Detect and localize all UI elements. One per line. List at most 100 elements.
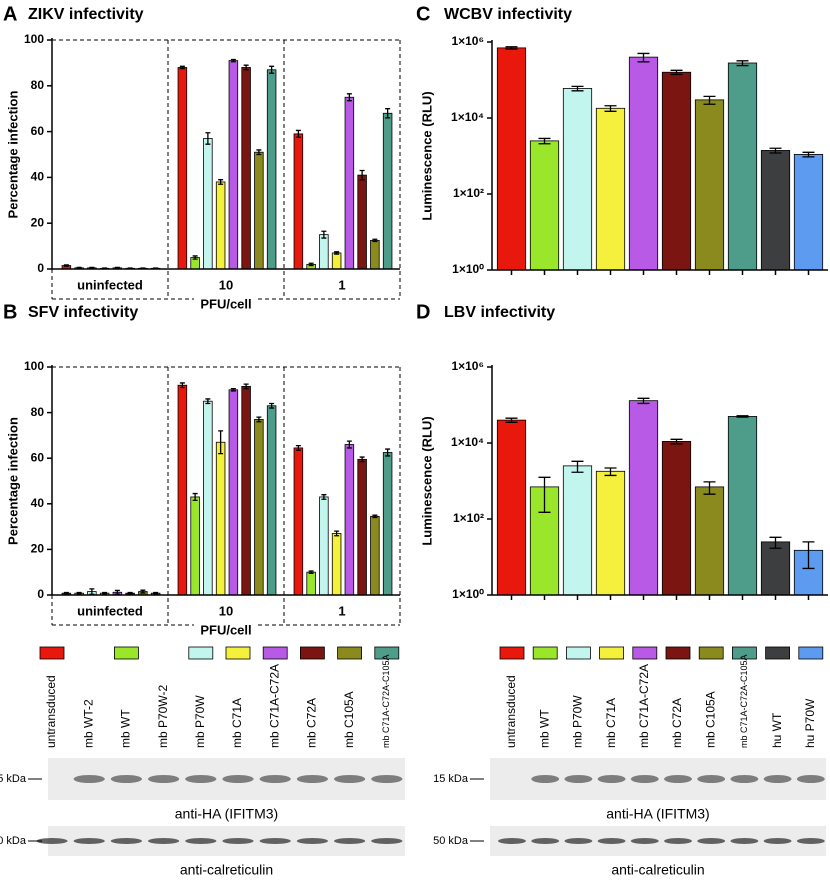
error-bar: [308, 570, 314, 574]
bar: [562, 88, 593, 271]
error-bar: [385, 108, 391, 119]
blot-band: [697, 775, 726, 783]
error-bar: [63, 264, 69, 267]
blot-band: [763, 838, 792, 844]
error-bar: [372, 514, 378, 519]
bar: [694, 486, 725, 596]
lane-label: mb C105A: [342, 691, 356, 748]
bar: [241, 67, 251, 270]
legend-swatch: [798, 646, 824, 660]
legend-swatch: [599, 646, 624, 660]
y-tick-label: 0: [37, 587, 44, 601]
legend-swatch: [374, 646, 400, 660]
blot-band: [333, 838, 366, 844]
error-bar: [334, 530, 340, 537]
bar: [661, 71, 692, 271]
blot-band: [664, 838, 692, 844]
bar: [727, 62, 758, 271]
error-bar: [703, 481, 716, 495]
bar: [215, 441, 226, 596]
error-bar: [385, 448, 391, 457]
bar: [228, 60, 239, 270]
bar: [628, 400, 659, 596]
blot-band: [185, 838, 217, 844]
bar: [793, 154, 824, 271]
y-tick-label: 1×10⁶: [451, 34, 484, 48]
bar: [306, 571, 316, 596]
bar: [344, 96, 355, 270]
bar: [266, 405, 277, 596]
lane-label: mb P70W: [193, 695, 207, 748]
blot-band: [498, 838, 526, 844]
blot-band: [531, 775, 560, 783]
error-bar: [179, 382, 185, 389]
bar: [357, 458, 367, 596]
error-bar: [179, 65, 185, 70]
error-bar: [334, 251, 340, 255]
y-tick-label: 1×10⁴: [451, 110, 484, 124]
bar: [595, 107, 626, 271]
legend-swatch: [188, 646, 214, 660]
error-bar: [295, 445, 301, 451]
error-bar: [736, 60, 749, 67]
error-bar: [269, 65, 275, 74]
error-bar: [637, 52, 650, 63]
blot-band: [730, 838, 759, 844]
blot-label: anti-HA (IFITM3): [606, 806, 709, 822]
bar: [529, 140, 560, 271]
error-bar: [571, 460, 584, 473]
error-bar: [538, 476, 551, 513]
y-tick-label: 80: [31, 405, 45, 419]
legend-swatch: [532, 646, 558, 660]
blot-band: [697, 838, 726, 844]
x-axis-label: PFU/cell: [200, 622, 251, 637]
legend-swatch: [499, 646, 525, 660]
lane-label: untransduced: [44, 675, 58, 748]
blot-band: [371, 838, 403, 844]
blot-label: anti-calreticulin: [611, 862, 704, 878]
blot-label: anti-HA (IFITM3): [175, 806, 278, 822]
y-tick-label: 1×10²: [453, 186, 484, 200]
error-bar: [153, 591, 159, 595]
chart-title: WCBV infectivity: [444, 6, 572, 23]
error-bar: [114, 589, 120, 595]
error-bar: [769, 147, 782, 154]
y-axis-label: Percentage infection: [5, 417, 20, 545]
error-bar: [63, 591, 69, 595]
y-tick-label: 40: [31, 496, 45, 510]
error-bar: [670, 69, 683, 76]
blot-band: [110, 775, 143, 783]
error-bar: [802, 151, 815, 158]
y-tick-label: 60: [31, 450, 45, 464]
bar: [254, 419, 264, 596]
bar: [241, 385, 251, 596]
error-bar: [230, 388, 236, 392]
x-axis-label: PFU/cell: [200, 296, 251, 311]
legend-swatch: [765, 646, 790, 660]
lane-label: mb P70W-2: [156, 685, 170, 748]
bar: [370, 515, 380, 596]
bar: [370, 239, 380, 270]
error-bar: [604, 467, 617, 477]
error-bar: [218, 430, 224, 455]
error-bar: [295, 129, 301, 138]
bar: [331, 533, 342, 596]
error-bar: [637, 397, 650, 405]
bar: [203, 400, 213, 596]
blot-band: [73, 775, 105, 783]
error-bar: [192, 492, 198, 502]
y-tick-label: 80: [31, 78, 45, 92]
blot-band: [259, 775, 291, 783]
error-bar: [372, 238, 378, 243]
legend-swatch: [225, 646, 251, 660]
blot-band: [36, 838, 68, 844]
y-axis-label: Percentage infection: [5, 91, 20, 219]
legend-swatch: [114, 646, 139, 660]
legend-swatch: [732, 646, 757, 660]
lane-label: mb P70W: [571, 695, 585, 748]
bar: [331, 252, 342, 270]
group-label: 10: [219, 603, 233, 618]
legend-swatch: [39, 646, 65, 660]
